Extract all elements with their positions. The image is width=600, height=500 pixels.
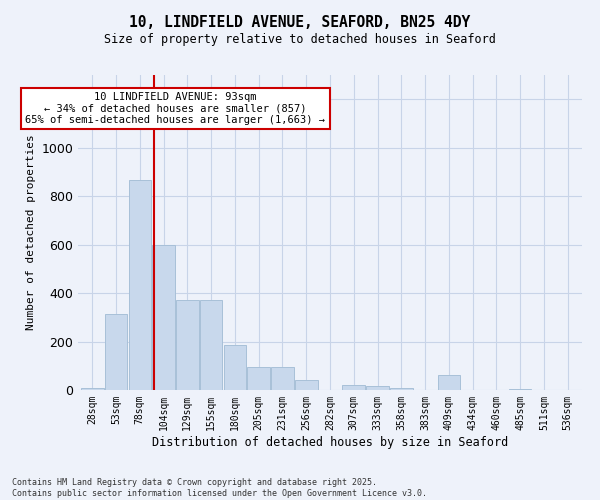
Bar <box>366 386 389 390</box>
Bar <box>105 314 127 390</box>
Bar <box>509 389 532 390</box>
Text: Contains HM Land Registry data © Crown copyright and database right 2025.
Contai: Contains HM Land Registry data © Crown c… <box>12 478 427 498</box>
Y-axis label: Number of detached properties: Number of detached properties <box>26 134 36 330</box>
Text: 10 LINDFIELD AVENUE: 93sqm
← 34% of detached houses are smaller (857)
65% of sem: 10 LINDFIELD AVENUE: 93sqm ← 34% of deta… <box>25 92 325 125</box>
Bar <box>343 385 365 390</box>
Text: Size of property relative to detached houses in Seaford: Size of property relative to detached ho… <box>104 32 496 46</box>
Bar <box>81 388 104 390</box>
Bar <box>128 180 151 390</box>
Bar <box>247 367 270 390</box>
Bar <box>176 300 199 390</box>
Bar <box>390 388 413 390</box>
Bar <box>200 300 223 390</box>
Bar <box>224 345 246 390</box>
Bar <box>271 367 294 390</box>
Text: 10, LINDFIELD AVENUE, SEAFORD, BN25 4DY: 10, LINDFIELD AVENUE, SEAFORD, BN25 4DY <box>130 15 470 30</box>
Bar <box>437 376 460 390</box>
X-axis label: Distribution of detached houses by size in Seaford: Distribution of detached houses by size … <box>152 436 508 448</box>
Bar <box>295 380 317 390</box>
Bar <box>152 244 175 390</box>
